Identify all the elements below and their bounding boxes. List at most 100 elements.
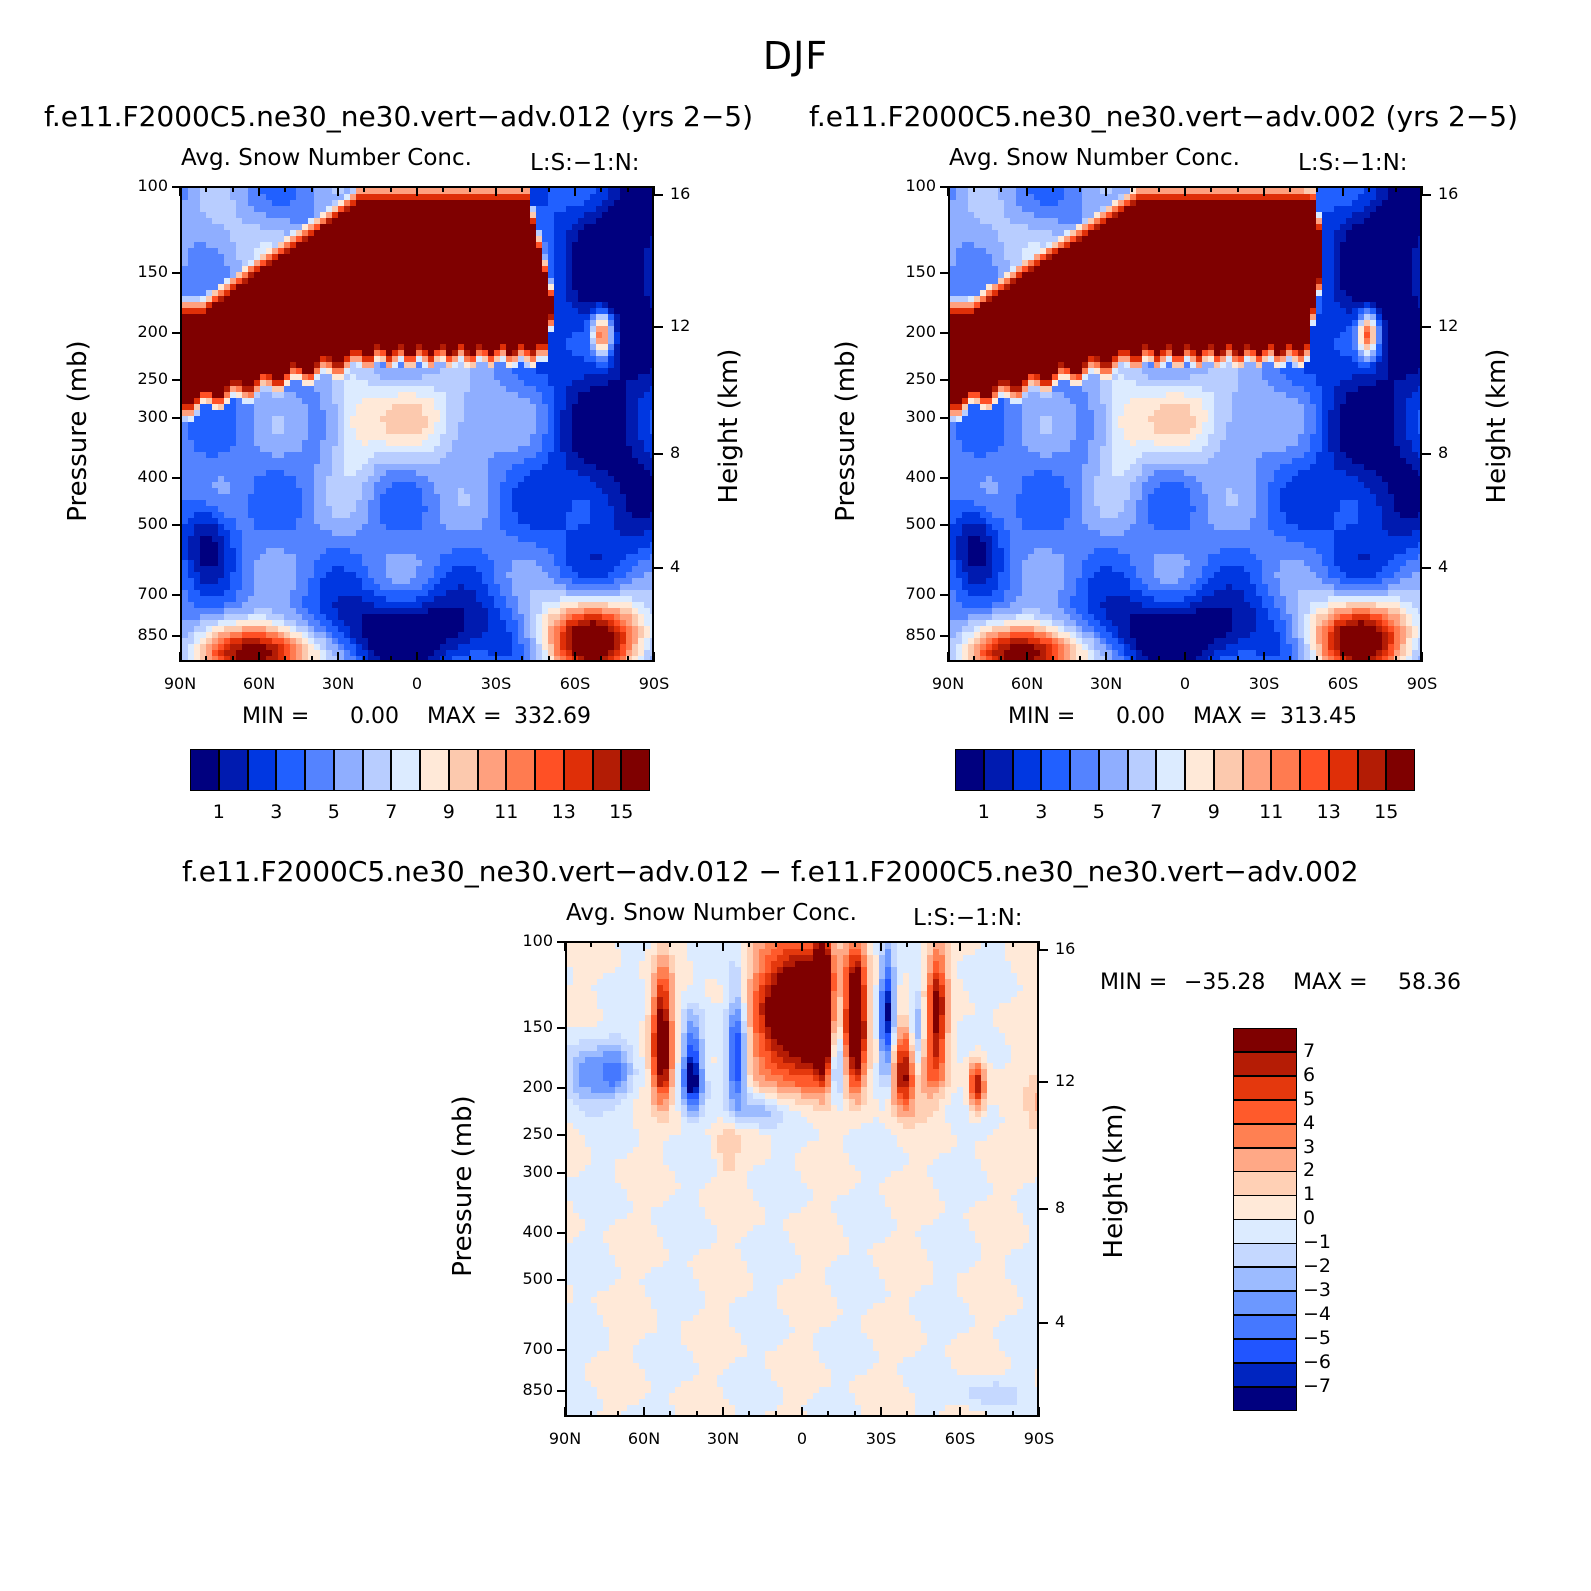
panel-2-cell [1238, 494, 1257, 501]
panel-1-cell [530, 596, 561, 603]
panel-1-cell [494, 374, 519, 381]
panel-2-cell [1100, 566, 1113, 573]
panel-1-cell [590, 314, 597, 321]
panel-2-cell [1118, 422, 1155, 429]
panel-1-cell [224, 278, 231, 285]
panel-1-cell [536, 416, 549, 423]
panel-1-cell [356, 572, 369, 579]
panel-diff-cell [669, 1045, 676, 1052]
panel-2-cell [1202, 584, 1227, 591]
panel-2-xtick [1157, 186, 1160, 192]
panel-diff-cell [711, 1087, 724, 1094]
panel-1-cell [362, 554, 387, 561]
panel-diff-cell [861, 949, 868, 956]
panel-1-cell [494, 350, 501, 357]
panel-diff-cell [777, 1123, 814, 1130]
panel-diff-cell [597, 997, 646, 1004]
panel-diff-cell [981, 1087, 988, 1094]
panel-diff-cell [975, 1105, 982, 1112]
panel-1-cell [332, 356, 345, 363]
panel-2-cell [1406, 422, 1419, 429]
panel-2-cell [986, 404, 993, 411]
panel-1-xtick [495, 652, 497, 662]
panel-diff-cell [855, 967, 862, 974]
panel-diff-cell [891, 973, 898, 980]
panel-diff-cell [819, 1069, 826, 1076]
panel-2-cell [1262, 368, 1281, 375]
panel-2-cell [986, 578, 999, 585]
panel-1-cell [536, 206, 567, 213]
panel-1-cell [398, 392, 417, 399]
panel-2-cell [1250, 632, 1281, 639]
panel-2-cell [1340, 404, 1395, 411]
panel-1-cell [242, 626, 267, 633]
panel-diff-cell [657, 1225, 718, 1232]
panel-1-cell [194, 530, 219, 537]
panel-2-cell [1004, 560, 1011, 567]
panel-2-cell [1382, 350, 1389, 357]
panel-diff-cell [783, 1117, 808, 1124]
panel-2-cell [1016, 188, 1029, 195]
panel-2-cell [980, 404, 987, 411]
panel-2-cell [1292, 632, 1299, 639]
panel-1-cell [572, 578, 615, 585]
panel-1-cell [428, 416, 441, 423]
panel-1-cell [326, 356, 333, 363]
panel-1-cell [362, 584, 381, 591]
panel-1-cell [332, 200, 339, 207]
panel-diff-cell [615, 1081, 622, 1088]
panel-1-cell [620, 194, 652, 201]
panel-diff-cell [657, 1069, 664, 1076]
panel-1-cell [236, 590, 255, 597]
panel-diff-cell [735, 1111, 772, 1118]
panel-2-cell [1136, 500, 1149, 507]
panel-2-cell [1376, 626, 1383, 633]
panel-1-cell [320, 524, 363, 531]
panel-1-colorbar-box [362, 749, 392, 791]
panel-diff-cell [705, 1021, 724, 1028]
panel-1-cell [554, 560, 567, 567]
panel-2-cell [1082, 632, 1095, 639]
panel-2-cell [1316, 188, 1365, 195]
panel-2-cell [1286, 362, 1293, 369]
panel-diff-cell [567, 967, 574, 974]
panel-1-cell [518, 620, 525, 627]
panel-2-cell [992, 296, 1317, 303]
panel-1-cell [332, 380, 345, 387]
panel-2-cell [1256, 482, 1269, 489]
panel-diff-cell [681, 1093, 688, 1100]
panel-1-cell [620, 488, 652, 495]
panel-diff-cell [765, 973, 772, 980]
panel-1-cell [206, 242, 237, 249]
panel-1-cell [446, 362, 453, 369]
panel-2-cell [1250, 572, 1263, 579]
panel-diff-cell [669, 1027, 676, 1034]
panel-2-cell [1358, 344, 1365, 351]
panel-2-cell [992, 284, 999, 291]
panel-2-cell [1340, 440, 1395, 447]
panel-2-cell [1376, 620, 1383, 627]
panel-1-ytick-label: 250 [137, 369, 168, 388]
panel-1-cell [326, 572, 357, 579]
panel-diff-cell [795, 1153, 850, 1160]
panel-diff-cell [657, 967, 670, 974]
panel-diff-cell [705, 1081, 712, 1088]
panel-1-cell [614, 644, 621, 651]
panel-1-cell [332, 362, 345, 369]
panel-diff-cell [621, 1057, 628, 1064]
panel-1-cell [182, 212, 207, 219]
panel-2-ytick [940, 332, 948, 334]
panel-1-cell [374, 482, 393, 489]
panel-2-cell [1418, 542, 1420, 549]
panel-2-cell [1274, 350, 1281, 357]
panel-2-cell [1328, 614, 1335, 621]
panel-1-cell [542, 602, 561, 609]
panel-diff-cell [699, 1099, 706, 1106]
panel-diff-cell [879, 973, 886, 980]
panel-2-cell [1316, 644, 1323, 651]
panel-diff-cell [675, 1045, 682, 1052]
panel-2-cell [950, 218, 981, 225]
panel-1-cell [314, 488, 327, 495]
panel-2-cell [1322, 254, 1335, 261]
panel-1-cell [554, 404, 567, 411]
